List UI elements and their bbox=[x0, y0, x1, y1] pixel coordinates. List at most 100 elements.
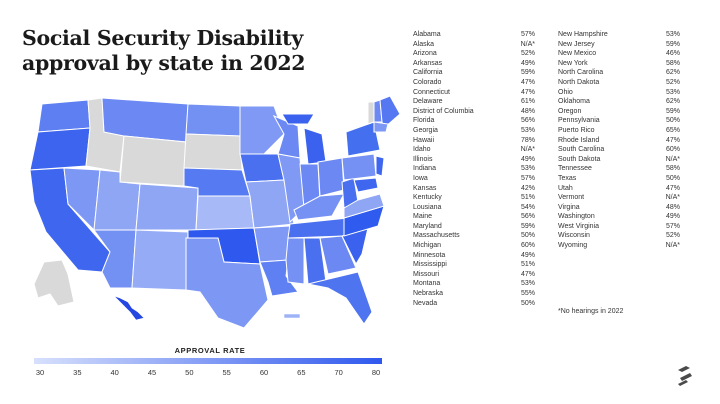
state-row: Indiana 53% bbox=[413, 164, 535, 174]
state-name: Florida bbox=[413, 117, 435, 125]
state-row: Tennessee 58% bbox=[558, 164, 680, 174]
approval-rate: 49% bbox=[520, 155, 535, 163]
approval-rate: 52% bbox=[520, 50, 535, 58]
state-michigan-upper bbox=[281, 113, 315, 125]
legend-tick-label: 55 bbox=[222, 368, 231, 377]
approval-rate: N/A* bbox=[665, 155, 680, 163]
legend-tick-label: 70 bbox=[334, 368, 343, 377]
state-name: North Dakota bbox=[558, 78, 600, 86]
state-name: Wisconsin bbox=[558, 232, 590, 240]
state-name: Alaska bbox=[413, 40, 435, 48]
state-name: North Carolina bbox=[558, 69, 604, 77]
approval-rate: 55% bbox=[520, 290, 535, 298]
approval-rate: 48% bbox=[520, 107, 535, 115]
approval-rate: 59% bbox=[520, 222, 535, 230]
approval-rate: 53% bbox=[665, 88, 680, 96]
state-row: Idaho N/A* bbox=[413, 145, 535, 155]
state-row: Mississippi 51% bbox=[413, 260, 535, 270]
approval-rate: 50% bbox=[665, 174, 680, 182]
state-hawaii bbox=[113, 295, 145, 321]
state-row: New Hampshire 53% bbox=[558, 30, 680, 40]
approval-rate: 47% bbox=[520, 270, 535, 278]
approval-rate: 59% bbox=[665, 107, 680, 115]
state-name: Arizona bbox=[413, 50, 437, 58]
state-row: Arizona 52% bbox=[413, 49, 535, 59]
state-row: Georgia 53% bbox=[413, 126, 535, 136]
state-new-york bbox=[345, 121, 381, 157]
state-name: Indiana bbox=[413, 165, 436, 173]
state-name: Massachusetts bbox=[413, 232, 460, 240]
approval-rate: 59% bbox=[665, 40, 680, 48]
state-row: Hawaii 78% bbox=[413, 136, 535, 146]
approval-rate: 47% bbox=[520, 78, 535, 86]
state-iowa bbox=[239, 153, 285, 183]
approval-rate: 62% bbox=[665, 98, 680, 106]
state-name: Virgina bbox=[558, 203, 580, 211]
state-georgia bbox=[319, 235, 357, 275]
state-row: Minnesota 49% bbox=[413, 251, 535, 261]
state-virginia bbox=[343, 193, 385, 219]
approval-rate: 48% bbox=[665, 203, 680, 211]
state-row: Alaska N/A* bbox=[413, 40, 535, 50]
state-row: Virgina 48% bbox=[558, 203, 680, 213]
legend-tick-label: 80 bbox=[371, 368, 381, 377]
state-row: Massachusetts 50% bbox=[413, 231, 535, 241]
state-name: Montana bbox=[413, 280, 441, 288]
approval-rate: 47% bbox=[520, 88, 535, 96]
legend-tick-label: 40 bbox=[110, 368, 119, 377]
state-pennsylvania bbox=[341, 153, 377, 181]
state-row: Montana 53% bbox=[413, 279, 535, 289]
state-name: Missouri bbox=[413, 270, 440, 278]
state-row: New Mexico 46% bbox=[558, 49, 680, 59]
state-name: New Mexico bbox=[558, 50, 597, 58]
state-maine bbox=[379, 95, 400, 129]
state-row: Oregon 59% bbox=[558, 107, 680, 117]
approval-rate: 60% bbox=[665, 146, 680, 154]
approval-rate: 58% bbox=[665, 59, 680, 67]
state-row: Washington 49% bbox=[558, 212, 680, 222]
legend-tick-label: 60 bbox=[259, 368, 269, 377]
approval-rate: 50% bbox=[520, 299, 535, 307]
approval-rate: 57% bbox=[520, 31, 535, 38]
state-row: North Carolina 62% bbox=[558, 68, 680, 78]
state-mississippi bbox=[285, 237, 305, 285]
approval-rate: 62% bbox=[665, 69, 680, 77]
state-list-column-1: Alabama 57% Alaska N/A* Arizona 52% Arkansas 49… bbox=[413, 30, 535, 308]
state-name: Illinois bbox=[413, 155, 433, 163]
approval-rate: 49% bbox=[520, 59, 535, 67]
approval-rate: 53% bbox=[520, 165, 535, 173]
territory-puerto-rico bbox=[283, 313, 301, 319]
state-row: Rhode Island 47% bbox=[558, 136, 680, 146]
state-washington bbox=[37, 99, 91, 133]
state-list-column-2: New Hampshire 53% New Jersey 59% New Mexico 4… bbox=[558, 30, 680, 251]
state-name: Nevada bbox=[413, 299, 438, 307]
legend-tick-label: 45 bbox=[147, 368, 157, 377]
approval-rate: 57% bbox=[665, 222, 680, 230]
legend-tick-label: 35 bbox=[73, 368, 82, 377]
state-name: South Carolina bbox=[558, 146, 605, 154]
approval-rate: 57% bbox=[520, 174, 535, 182]
state-row: Delaware 61% bbox=[413, 97, 535, 107]
approval-rate: 50% bbox=[520, 232, 535, 240]
state-name: Idaho bbox=[413, 146, 431, 154]
state-alaska bbox=[33, 259, 75, 307]
state-row: North Dakota 52% bbox=[558, 78, 680, 88]
state-new-jersey bbox=[375, 155, 385, 177]
state-name: Oregon bbox=[558, 107, 582, 115]
legend-title: APPROVAL RATE bbox=[174, 346, 246, 355]
approval-rate: 59% bbox=[520, 69, 535, 77]
state-name: West Virginia bbox=[558, 222, 599, 230]
state-name: Rhode Island bbox=[558, 136, 600, 144]
state-michigan bbox=[303, 127, 327, 165]
approval-rate: 78% bbox=[520, 136, 535, 144]
state-name: Georgia bbox=[413, 126, 438, 134]
state-name: Nebraska bbox=[413, 290, 443, 298]
approval-rate: 56% bbox=[520, 213, 535, 221]
state-name: District of Columbia bbox=[413, 107, 474, 115]
state-kentucky bbox=[293, 193, 345, 221]
state-name: Maine bbox=[413, 213, 433, 221]
approval-rate: 61% bbox=[520, 98, 535, 106]
approval-rate: 58% bbox=[665, 165, 680, 173]
state-name: New York bbox=[558, 59, 588, 67]
state-row: Nebraska 55% bbox=[413, 289, 535, 299]
